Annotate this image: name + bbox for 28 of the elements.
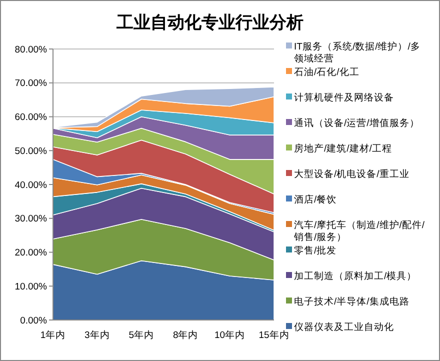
y-tick-label: 20.00% — [14, 248, 48, 259]
legend-label: 酒店/餐饮 — [294, 193, 337, 206]
chart-title: 工业自动化专业行业分析 — [116, 13, 304, 32]
legend-label: 计算机硬件及网络设备 — [294, 91, 394, 104]
legend-label: 石油/石化/化工 — [294, 66, 360, 78]
legend-label: 房地产/建筑/建材/工程 — [294, 142, 392, 154]
x-tick-label: 5年内 — [128, 329, 154, 341]
legend-label: 汽车/摩托车（制造/维护/配件/销售/服务） — [293, 218, 425, 243]
x-tick-label: 10年内 — [214, 329, 246, 341]
x-tick-label: 1年内 — [40, 329, 66, 341]
y-tick-label: 30.00% — [14, 214, 48, 225]
x-tick-label: 8年内 — [172, 329, 198, 341]
y-tick-label: 70.00% — [14, 78, 48, 90]
y-tick-label: 0.00% — [20, 315, 48, 326]
legend-label: 电子技术/半导体/集成电路 — [294, 295, 410, 308]
y-tick-label: 50.00% — [14, 146, 48, 157]
legend-label: IT服务（系统/数据/维护）/多领域经营 — [294, 40, 420, 64]
y-tick-label: 10.00% — [14, 281, 48, 292]
y-tick-label: 80.00% — [14, 44, 48, 56]
y-tick-label: 60.00% — [14, 112, 48, 124]
legend-label: 零售/批发 — [294, 244, 337, 256]
legend-label: 仪器仪表及工业自动化 — [294, 320, 394, 333]
legend-label: 大型设备/机电设备/重工业 — [294, 168, 410, 180]
x-tick-label: 15年内 — [258, 329, 290, 341]
legend-label: 加工制造（原料加工/模具） — [294, 270, 417, 282]
y-tick-label: 40.00% — [14, 180, 48, 191]
legend-label: 通讯（设备/运营/增值服务） — [294, 116, 420, 129]
x-tick-label: 3年内 — [84, 329, 110, 341]
